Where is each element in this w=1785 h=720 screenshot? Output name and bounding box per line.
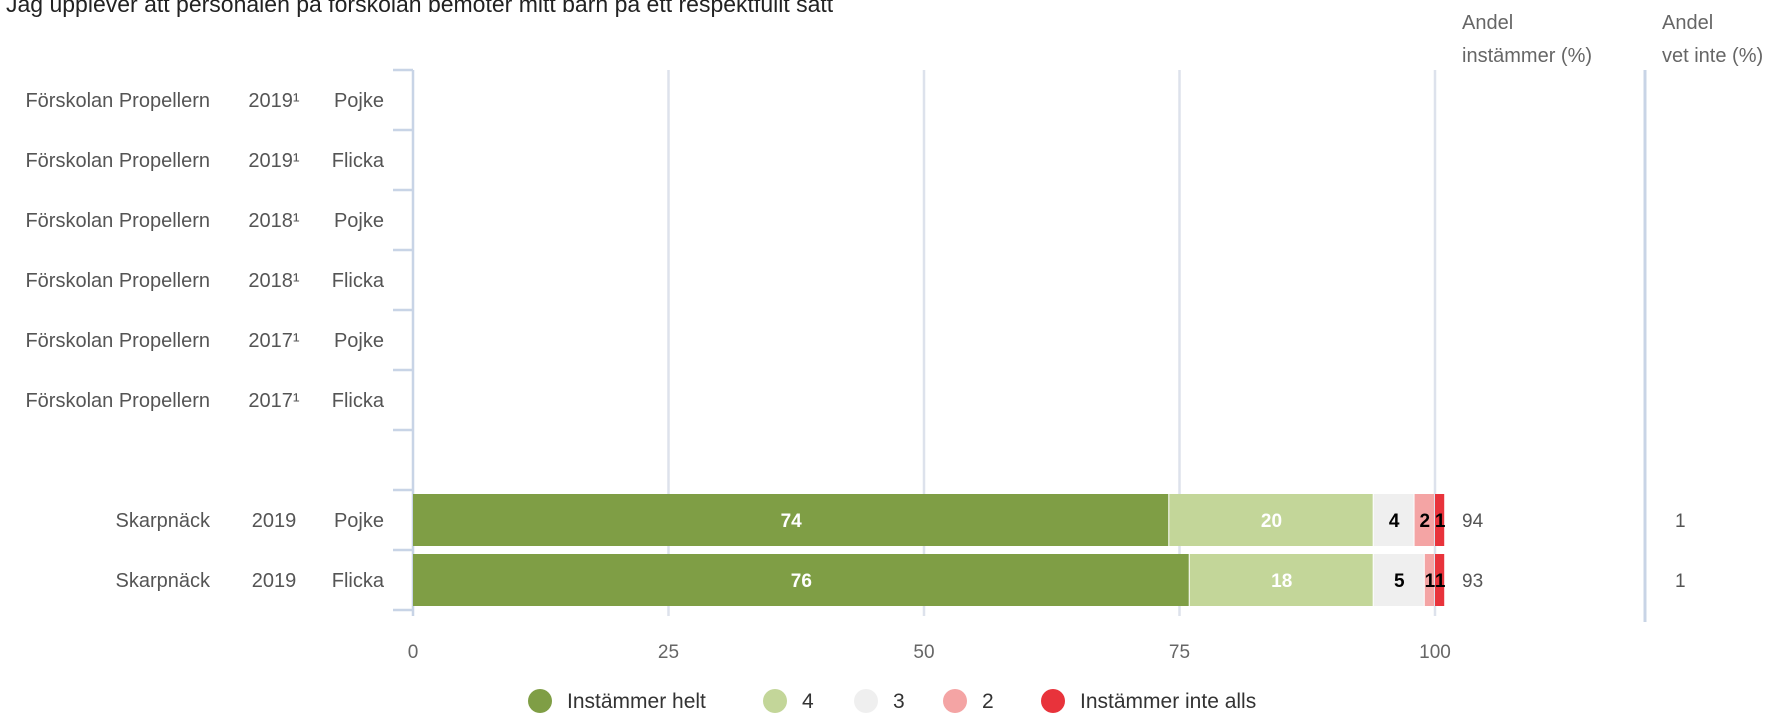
bar-segments: 74 20 4 2 176 18 5 1 1	[413, 494, 1446, 606]
bar-segment	[1424, 554, 1434, 606]
share-dont-know-value: 1	[1675, 511, 1686, 532]
bar-segment-label: 2	[1419, 511, 1430, 532]
bar-segment	[1189, 554, 1373, 606]
legend-label: Instämmer inte alls	[1080, 690, 1256, 713]
row-label-year: 2018¹	[248, 210, 299, 232]
bar-segment-label: 5	[1394, 571, 1405, 592]
legend-label: 4	[802, 690, 814, 713]
row-label-gender: Flicka	[332, 570, 385, 592]
bar-segment	[1414, 494, 1434, 546]
bar-segment	[1169, 494, 1373, 546]
legend: Instämmer helt 4 3 2 Instämmer inte alls	[528, 689, 1256, 713]
row-label-unit: Förskolan Propellern	[25, 270, 210, 292]
bar-segment-label: 1	[1425, 571, 1436, 592]
row-label-unit: Förskolan Propellern	[25, 90, 210, 112]
bar-segment	[413, 554, 1189, 606]
bar-segment-label: 20	[1261, 511, 1282, 532]
bar-segment-label: 1	[1435, 511, 1446, 532]
column-header-share-agree-line2: instämmer (%)	[1462, 45, 1592, 67]
row-labels: Förskolan Propellern 2019¹ Pojke Förskolan …	[25, 90, 384, 592]
row-label-year: 2019	[252, 510, 297, 532]
row-label-year: 2017¹	[248, 330, 299, 352]
row-label-unit: Skarpnäck	[116, 510, 211, 532]
share-agree-value: 94	[1462, 511, 1484, 532]
bar-segment	[1373, 494, 1414, 546]
row-label-gender: Pojke	[334, 90, 384, 112]
bar-segment	[1435, 494, 1445, 546]
row-label-year: 2019	[252, 570, 297, 592]
column-header-share-agree-line1: Andel	[1462, 12, 1513, 34]
row-label-gender: Flicka	[332, 150, 385, 172]
bar-segment-label: 74	[781, 511, 803, 532]
row-label-year: 2018¹	[248, 270, 299, 292]
row-label-year: 2017¹	[248, 390, 299, 412]
row-label-unit: Förskolan Propellern	[25, 390, 210, 412]
bar-segment	[1373, 554, 1424, 606]
legend-marker	[763, 689, 787, 713]
row-label-gender: Pojke	[334, 330, 384, 352]
column-header-share-dont-know-line2: vet inte (%)	[1662, 45, 1763, 67]
bar-segment-label: 76	[791, 571, 812, 592]
column-header-share-dont-know-line1: Andel	[1662, 12, 1713, 34]
bar-segment-label: 18	[1271, 571, 1292, 592]
legend-marker	[943, 689, 967, 713]
x-tick-label: 0	[408, 642, 419, 663]
row-label-unit: Skarpnäck	[116, 570, 211, 592]
legend-label: 3	[893, 690, 905, 713]
legend-label: 2	[982, 690, 994, 713]
category-axis	[393, 68, 415, 616]
row-label-gender: Flicka	[332, 270, 385, 292]
row-label-year: 2019¹	[248, 90, 299, 112]
row-label-unit: Förskolan Propellern	[25, 210, 210, 232]
legend-marker	[854, 689, 878, 713]
x-tick-label: 100	[1419, 642, 1451, 663]
legend-marker	[528, 689, 552, 713]
row-label-unit: Förskolan Propellern	[25, 330, 210, 352]
share-dont-know-value: 1	[1675, 571, 1686, 592]
bar-segment-label: 1	[1435, 571, 1446, 592]
bar-segment	[413, 494, 1169, 546]
share-agree-value: 93	[1462, 571, 1483, 592]
legend-label: Instämmer helt	[567, 690, 706, 713]
x-axis-ticks: 0 25 50 75 100	[408, 642, 1451, 663]
row-label-gender: Flicka	[332, 390, 385, 412]
chart-title: Jag upplever att personalen på förskolan…	[6, 0, 834, 17]
row-label-year: 2019¹	[248, 150, 299, 172]
x-tick-label: 75	[1169, 642, 1190, 663]
x-tick-label: 50	[913, 642, 934, 663]
legend-marker	[1041, 689, 1065, 713]
row-label-gender: Pojke	[334, 510, 384, 532]
side-value-columns: 94 1 93 1	[1462, 511, 1686, 592]
row-label-gender: Pojke	[334, 210, 384, 232]
row-label-unit: Förskolan Propellern	[25, 150, 210, 172]
bar-segment	[1435, 554, 1445, 606]
x-tick-label: 25	[658, 642, 679, 663]
bar-segment-label: 4	[1389, 511, 1400, 532]
